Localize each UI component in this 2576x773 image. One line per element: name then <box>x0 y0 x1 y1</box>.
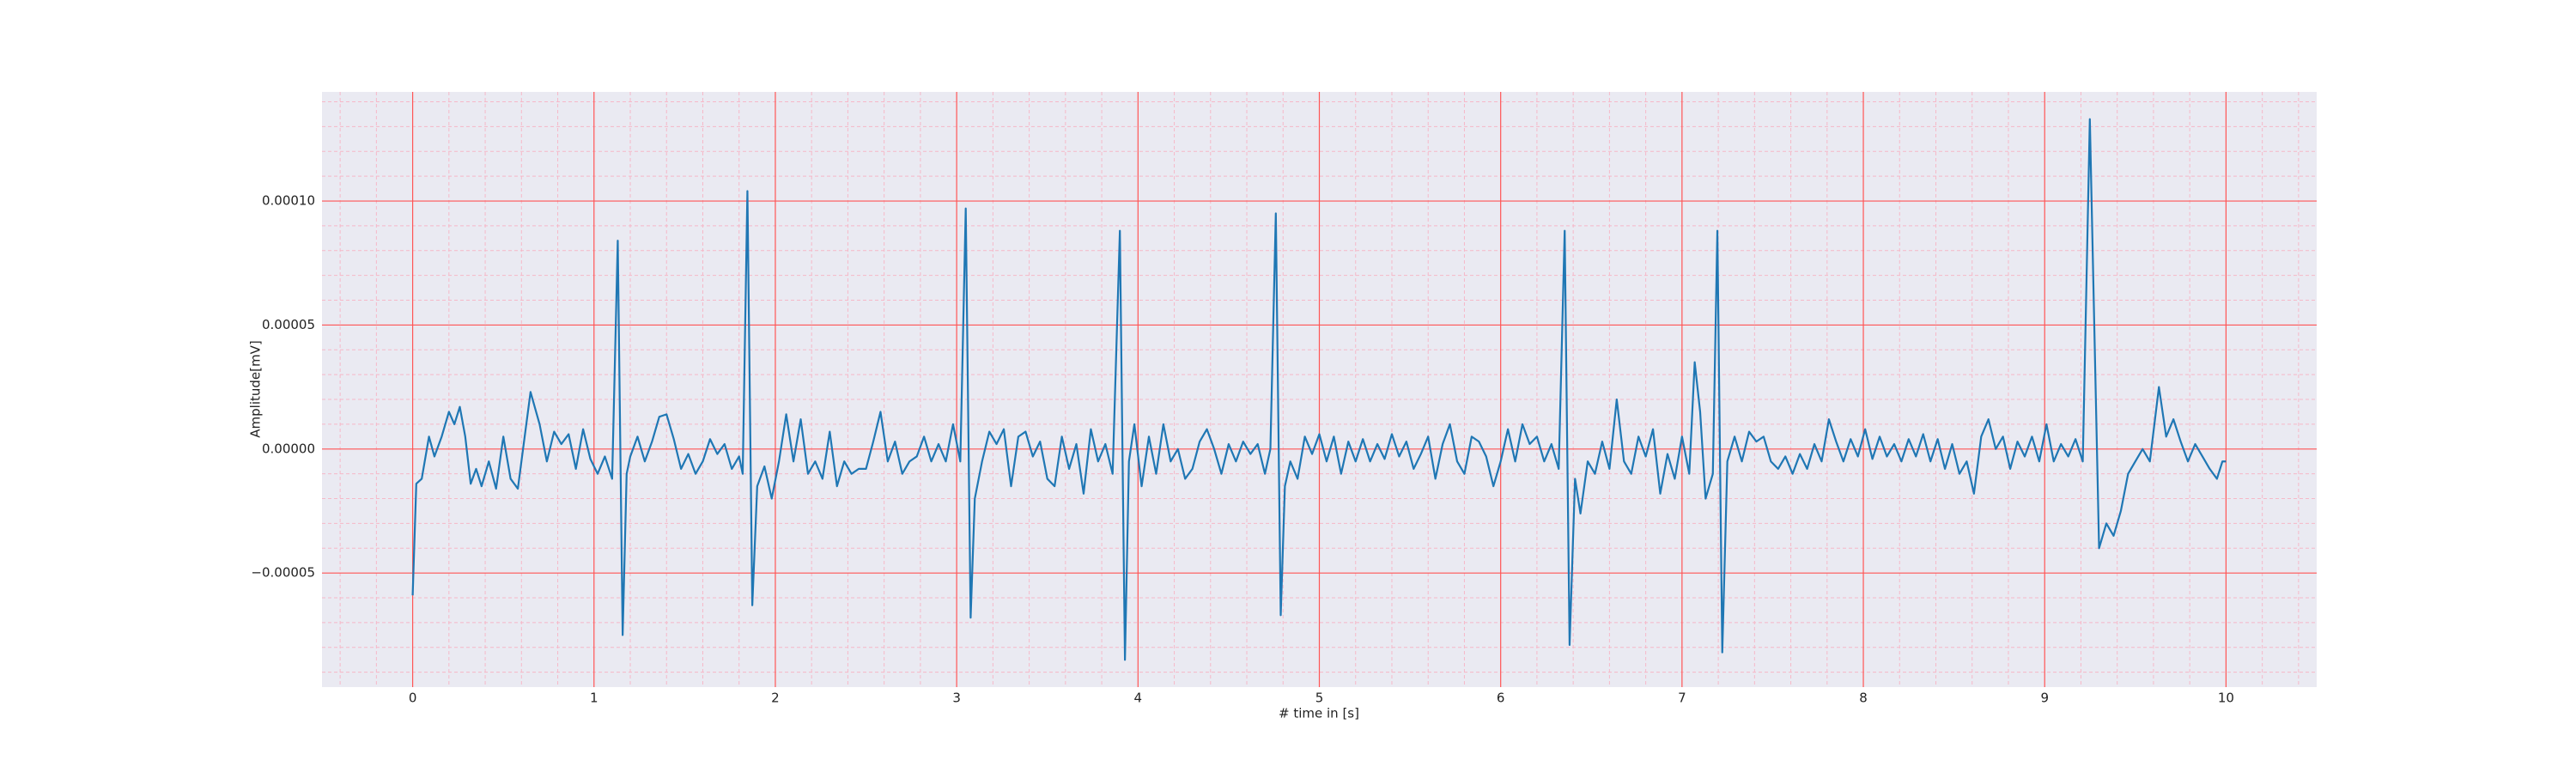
y-tick-label: 0.00000 <box>262 441 315 456</box>
x-tick-label: 3 <box>952 691 961 706</box>
x-axis-label: # time in [s] <box>1279 706 1359 721</box>
y-tick-label: 0.00005 <box>262 317 315 332</box>
x-tick-label: 2 <box>771 691 780 706</box>
y-tick-label: −0.00005 <box>251 565 315 581</box>
x-tick-label: 4 <box>1134 691 1143 706</box>
x-tick-label: 1 <box>590 691 598 706</box>
x-tick-label: 6 <box>1497 691 1505 706</box>
x-tick-label: 7 <box>1678 691 1686 706</box>
x-tick-label: 5 <box>1315 691 1324 706</box>
x-tick-label: 0 <box>409 691 417 706</box>
y-tick-label: 0.00010 <box>262 193 315 209</box>
x-tick-label: 8 <box>1859 691 1868 706</box>
x-tick-label: 10 <box>2218 691 2234 706</box>
x-tick-label: 9 <box>2040 691 2049 706</box>
y-axis-label: Amplitude[mV] <box>248 340 264 437</box>
line-series <box>411 118 2227 661</box>
